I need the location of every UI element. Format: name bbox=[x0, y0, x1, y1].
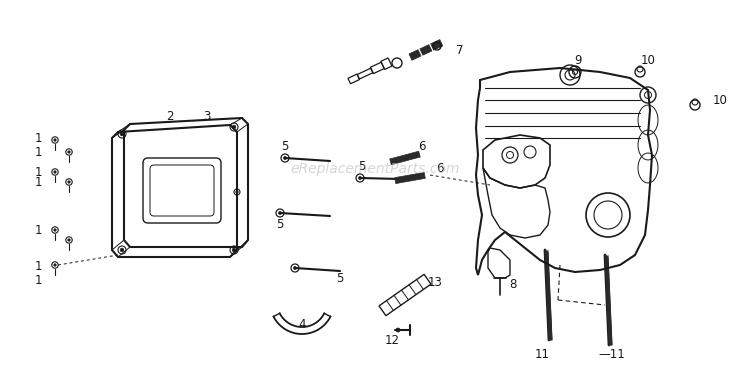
Text: 5: 5 bbox=[336, 272, 344, 284]
Circle shape bbox=[396, 328, 400, 332]
Text: —11: —11 bbox=[598, 349, 625, 361]
Circle shape bbox=[236, 191, 238, 193]
Circle shape bbox=[358, 177, 362, 179]
Polygon shape bbox=[420, 45, 432, 55]
Circle shape bbox=[54, 171, 56, 173]
Text: 9: 9 bbox=[574, 54, 582, 66]
Circle shape bbox=[68, 181, 70, 183]
Text: 1: 1 bbox=[34, 224, 42, 236]
Circle shape bbox=[293, 266, 296, 269]
Text: 7: 7 bbox=[456, 44, 464, 57]
Circle shape bbox=[120, 132, 124, 136]
Polygon shape bbox=[390, 151, 420, 165]
Polygon shape bbox=[394, 172, 425, 184]
Circle shape bbox=[284, 156, 286, 160]
Text: 3: 3 bbox=[203, 109, 211, 123]
Circle shape bbox=[278, 211, 281, 214]
Text: 5: 5 bbox=[281, 139, 289, 153]
Circle shape bbox=[54, 264, 56, 266]
Text: 1: 1 bbox=[34, 131, 42, 145]
Text: 12: 12 bbox=[385, 334, 400, 346]
Text: eReplacementParts.com: eReplacementParts.com bbox=[290, 162, 460, 176]
Text: 10: 10 bbox=[712, 94, 728, 106]
Text: 1: 1 bbox=[34, 273, 42, 287]
Circle shape bbox=[54, 229, 56, 231]
Text: 8: 8 bbox=[509, 279, 517, 291]
Text: 1: 1 bbox=[34, 261, 42, 273]
Text: 1: 1 bbox=[34, 175, 42, 189]
Circle shape bbox=[68, 151, 70, 153]
Circle shape bbox=[232, 248, 236, 252]
Circle shape bbox=[232, 125, 236, 129]
Polygon shape bbox=[430, 40, 442, 50]
Text: 4: 4 bbox=[298, 319, 306, 331]
Text: 13: 13 bbox=[427, 276, 442, 290]
Text: 5: 5 bbox=[276, 218, 284, 232]
Text: 6: 6 bbox=[436, 161, 444, 174]
Circle shape bbox=[68, 239, 70, 241]
Text: 2: 2 bbox=[166, 109, 174, 123]
Text: 10: 10 bbox=[640, 54, 656, 66]
Text: 1: 1 bbox=[34, 145, 42, 159]
Polygon shape bbox=[545, 250, 552, 340]
Circle shape bbox=[120, 248, 124, 252]
Polygon shape bbox=[605, 255, 612, 345]
Circle shape bbox=[54, 139, 56, 141]
Text: 5: 5 bbox=[358, 160, 366, 174]
Text: 1: 1 bbox=[34, 166, 42, 178]
Polygon shape bbox=[409, 50, 421, 60]
Text: 11: 11 bbox=[535, 349, 550, 361]
Text: 6: 6 bbox=[419, 139, 426, 153]
